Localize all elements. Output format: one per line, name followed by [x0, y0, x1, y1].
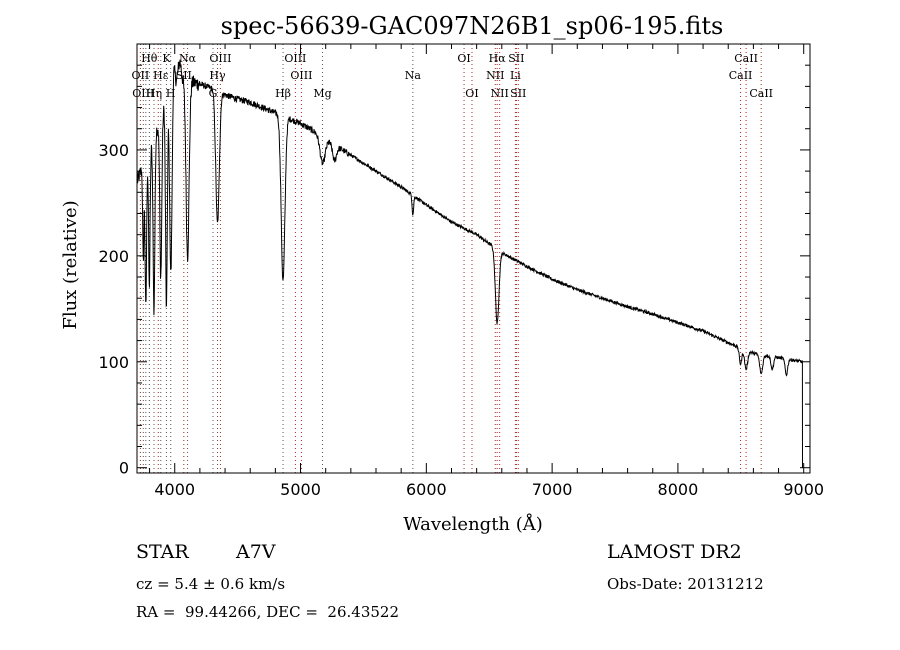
x-tick-label: 7000 [532, 480, 573, 499]
line-label: OI [465, 87, 478, 100]
y-axis-label: Flux (relative) [60, 200, 81, 329]
line-markers [139, 44, 762, 473]
line-label: SII [508, 52, 524, 65]
line-label: OIII [284, 52, 306, 65]
line-label: SII [176, 69, 192, 82]
line-label: H [166, 87, 176, 100]
line-label: Hβ [275, 87, 291, 100]
x-tick-label: 9000 [783, 480, 824, 499]
line-label: CaII [729, 69, 753, 82]
observation-date: Obs-Date: 20131212 [607, 575, 764, 593]
redshift-value: cz = 5.4 ± 0.6 km/s [136, 575, 286, 593]
line-label: OIII [290, 69, 312, 82]
line-label: Hε [153, 69, 169, 82]
line-label: Na [405, 69, 422, 82]
x-axis-ticks: 4000 5000 6000 7000 8000 9000 [149, 44, 824, 499]
line-label: CaII [734, 52, 758, 65]
y-tick-label: 300 [98, 141, 129, 160]
line-label: Li [510, 69, 521, 82]
line-label: Nα [179, 52, 197, 65]
spectrum-line [136, 59, 803, 468]
x-tick-label: 8000 [658, 480, 699, 499]
line-label: SII [510, 87, 526, 100]
line-label: Hη [146, 87, 162, 100]
line-label: Hα [489, 52, 507, 65]
x-tick-label: 6000 [406, 480, 447, 499]
line-label: OII [132, 69, 150, 82]
line-label: Mg [313, 87, 331, 100]
chart-title: spec-56639-GAC097N26B1_sp06-195.fits [221, 12, 724, 40]
x-tick-label: 4000 [154, 480, 195, 499]
coordinates: RA = 99.44266, DEC = 26.43522 [136, 603, 400, 621]
y-axis-ticks: 0 100 200 300 [98, 64, 810, 478]
y-tick-label: 100 [98, 353, 129, 372]
line-label: OI [457, 52, 470, 65]
line-label: CaII [749, 87, 773, 100]
line-label: NII [491, 87, 509, 100]
object-type: STAR [136, 541, 189, 563]
line-label: OIII [209, 52, 231, 65]
line-label: NII [486, 69, 504, 82]
y-tick-label: 200 [98, 247, 129, 266]
plot-frame [136, 43, 811, 474]
object-subclass: A7V [236, 541, 276, 563]
y-tick-label: 0 [119, 459, 129, 478]
x-tick-label: 5000 [280, 480, 321, 499]
line-label: Hγ [209, 69, 226, 82]
line-label: Hθ [141, 52, 158, 65]
line-label: K [162, 52, 171, 65]
x-axis-label: Wavelength (Å) [403, 513, 543, 535]
survey-name: LAMOST DR2 [607, 541, 742, 563]
line-label: OIII [132, 87, 154, 100]
